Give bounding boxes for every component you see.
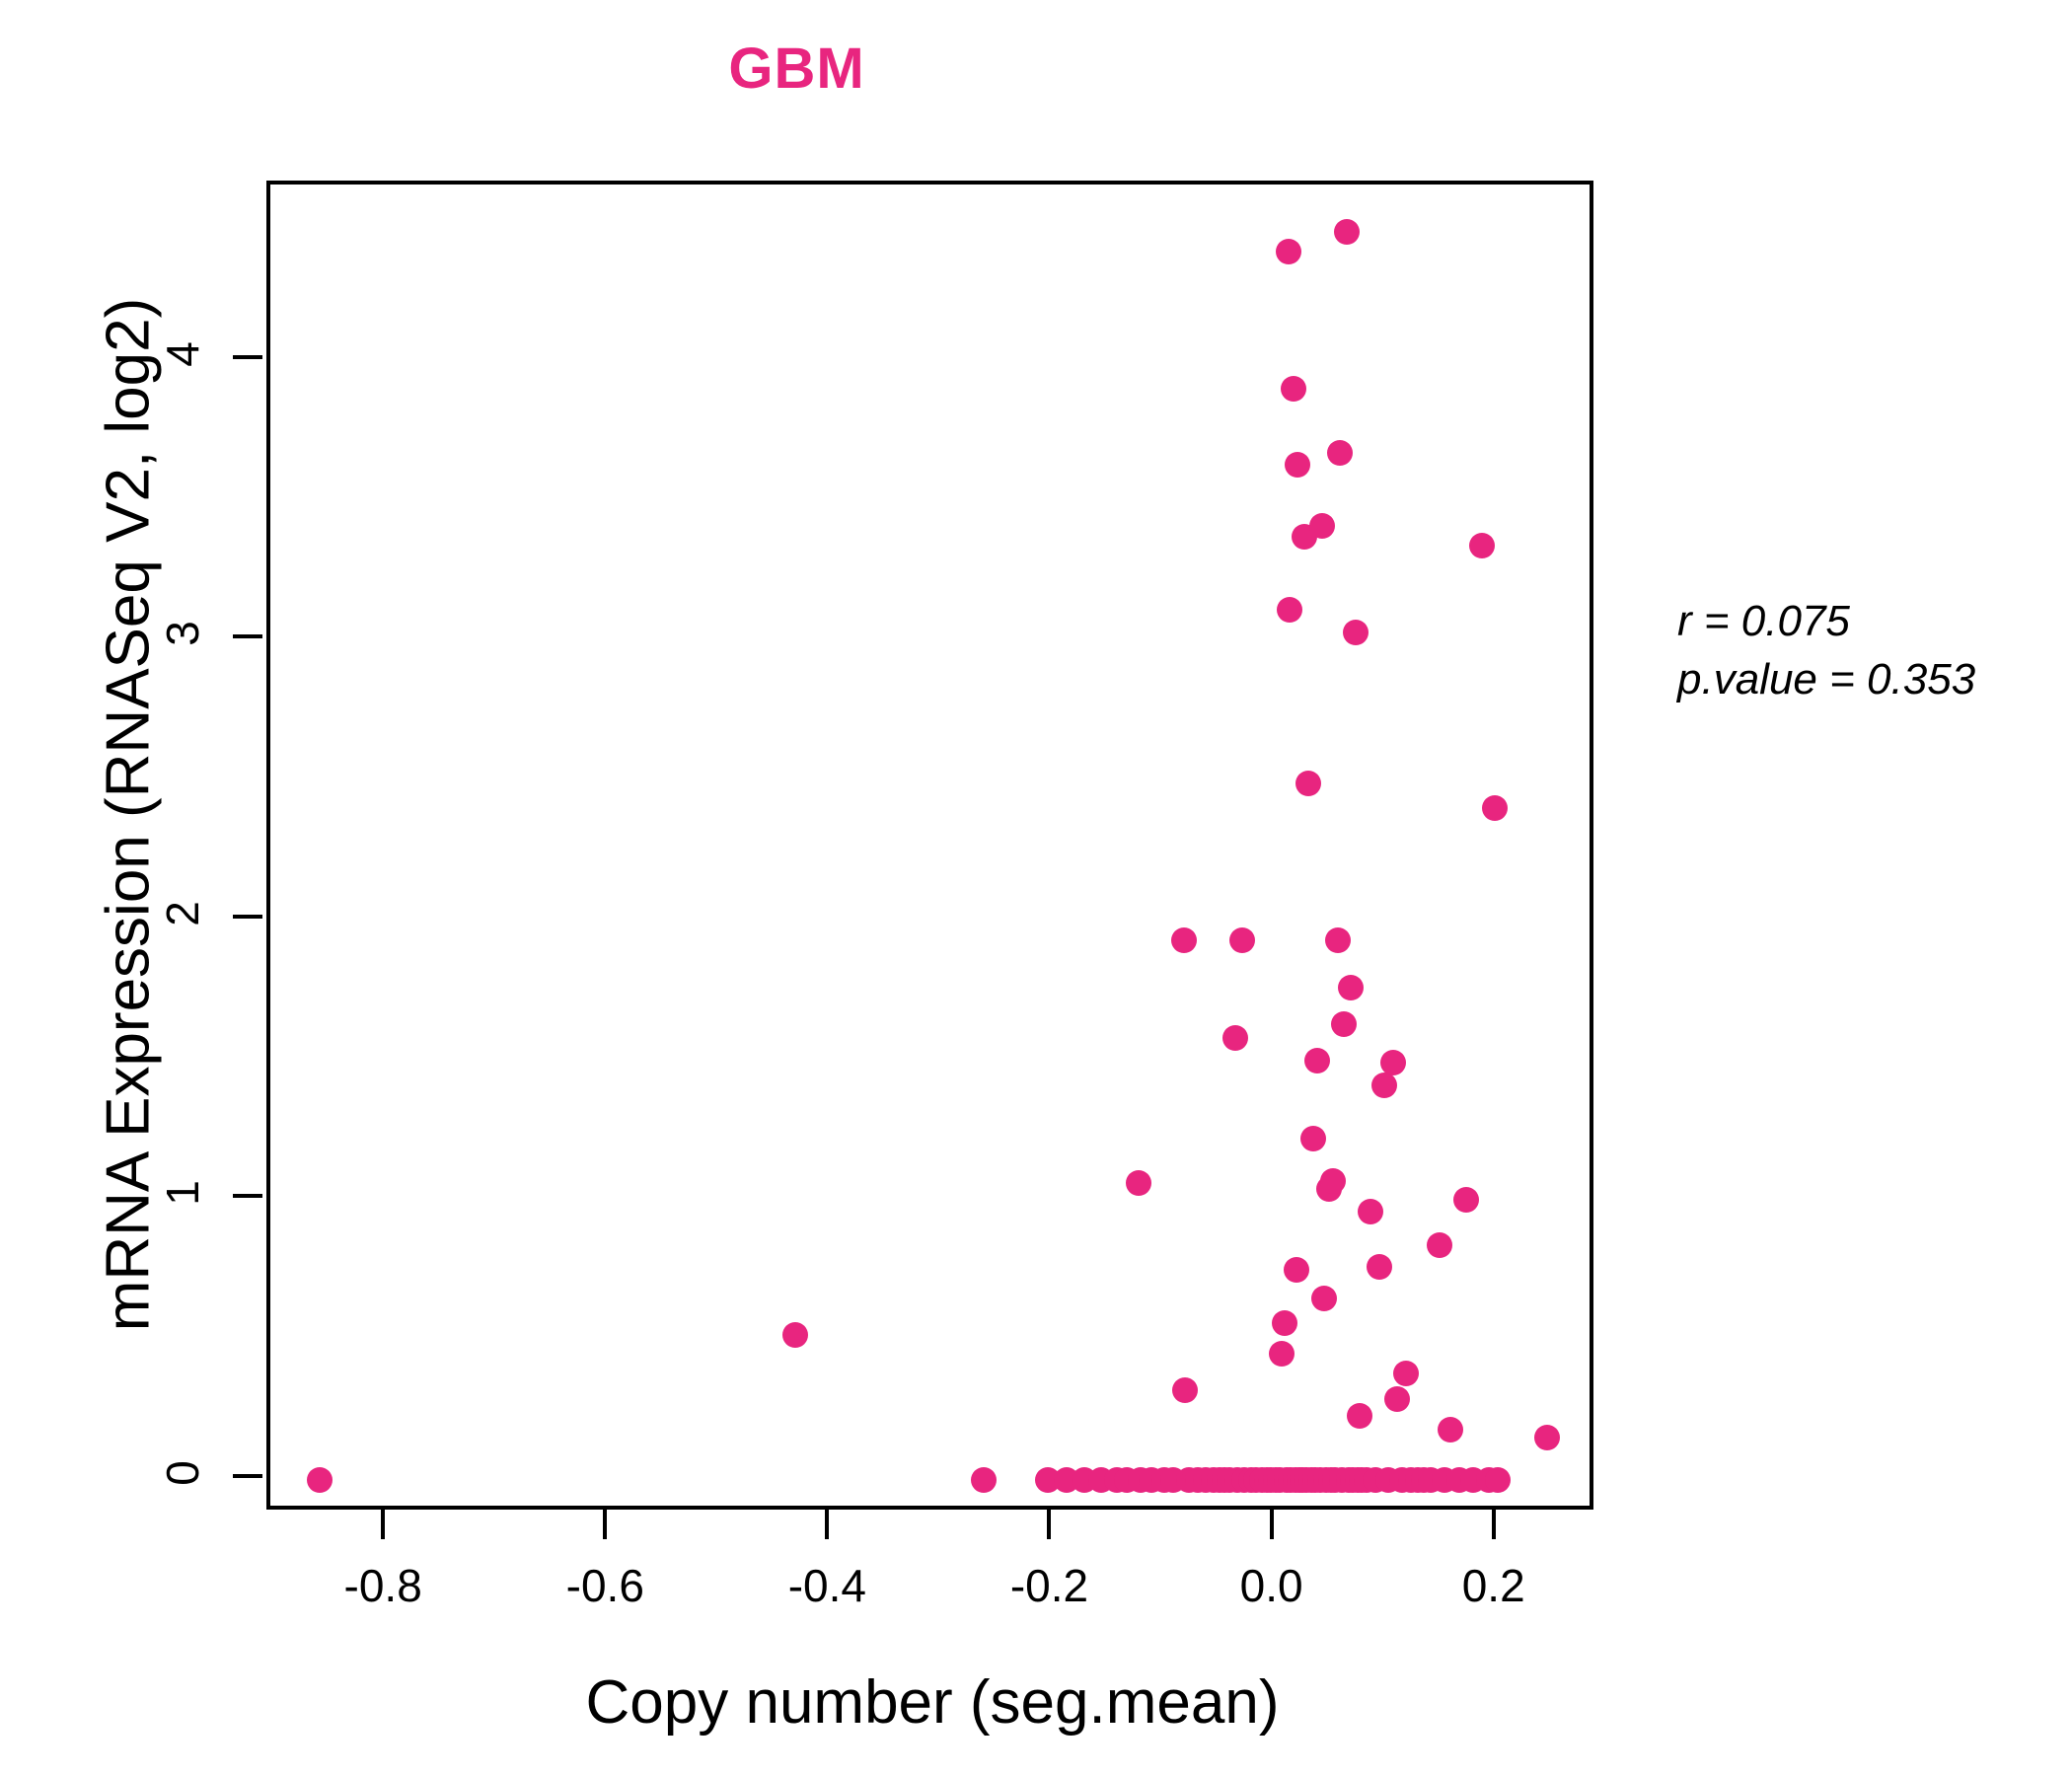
- data-point: [1347, 1402, 1373, 1429]
- x-tick-label: 0.2: [1461, 1560, 1525, 1611]
- y-tick-label-text: 0: [157, 1460, 208, 1486]
- y-tick-mark: [233, 1473, 262, 1478]
- plot-frame: [266, 181, 1593, 1510]
- data-point: [1482, 795, 1509, 822]
- data-point: [1379, 1050, 1406, 1076]
- data-point: [1338, 974, 1365, 1000]
- y-tick-label-text: 1: [157, 1180, 208, 1207]
- y-tick-label-text: 4: [157, 340, 208, 367]
- y-axis-label: mRNA Expression (RNASeq V2, log2): [94, 297, 163, 1332]
- data-point: [306, 1466, 333, 1493]
- data-point: [1222, 1024, 1249, 1051]
- data-point: [1280, 376, 1306, 402]
- data-point: [1370, 1073, 1397, 1099]
- data-point: [1438, 1416, 1464, 1443]
- data-point: [1331, 1010, 1358, 1037]
- x-tick-mark: [603, 1510, 608, 1539]
- data-point: [1427, 1231, 1453, 1258]
- data-point: [1358, 1198, 1384, 1224]
- data-point: [1285, 451, 1311, 478]
- y-tick-mark: [233, 354, 262, 359]
- stats-line-pvalue: p.value = 0.353: [1677, 655, 1976, 704]
- y-tick-label-text: 2: [157, 901, 208, 926]
- data-point: [1299, 1126, 1326, 1151]
- data-point: [1333, 219, 1360, 246]
- y-tick-mark: [233, 1194, 262, 1199]
- data-point: [1342, 619, 1369, 645]
- x-tick-mark: [381, 1510, 386, 1539]
- x-tick-label: 0.0: [1239, 1560, 1303, 1611]
- data-point: [1228, 926, 1255, 953]
- data-point: [1311, 1285, 1338, 1311]
- data-point: [1393, 1361, 1420, 1387]
- data-point: [1324, 926, 1351, 953]
- data-point: [1320, 1167, 1347, 1194]
- data-point: [1276, 239, 1302, 265]
- data-point: [1484, 1466, 1511, 1493]
- data-point: [1453, 1187, 1480, 1214]
- x-tick-mark: [1491, 1510, 1496, 1539]
- data-point: [1283, 1257, 1309, 1284]
- page-title: GBM: [728, 37, 865, 101]
- data-point: [1308, 512, 1335, 539]
- data-point: [1367, 1254, 1393, 1281]
- data-point: [1384, 1385, 1411, 1412]
- data-point: [1269, 1341, 1295, 1368]
- data-point: [1304, 1047, 1331, 1073]
- data-point: [970, 1466, 997, 1493]
- x-tick-mark: [1047, 1510, 1052, 1539]
- data-point: [1277, 597, 1303, 624]
- data-point: [1326, 440, 1353, 467]
- data-point: [1271, 1310, 1297, 1337]
- y-tick-mark: [233, 634, 262, 639]
- x-axis-label: Copy number (seg.mean): [585, 1668, 1280, 1737]
- stats-line-r: r = 0.075: [1677, 597, 1850, 645]
- x-tick-mark: [1269, 1510, 1274, 1539]
- data-point: [1171, 926, 1198, 953]
- data-point: [1126, 1170, 1152, 1197]
- x-tick-label: -0.2: [1009, 1560, 1089, 1611]
- data-point: [1295, 770, 1322, 796]
- data-point: [1534, 1425, 1561, 1451]
- correlation-stats: r = 0.075 p.value = 0.353: [1677, 592, 1975, 709]
- x-tick-label: -0.6: [565, 1560, 644, 1611]
- data-point: [1468, 532, 1495, 558]
- x-tick-label: -0.8: [343, 1560, 422, 1611]
- data-point: [782, 1321, 809, 1348]
- x-tick-mark: [825, 1510, 830, 1539]
- y-tick-label-text: 3: [157, 621, 208, 647]
- scatter-plot-area: [270, 185, 1590, 1506]
- y-tick-mark: [233, 914, 262, 919]
- x-tick-label: -0.4: [787, 1560, 866, 1611]
- data-point: [1172, 1377, 1199, 1404]
